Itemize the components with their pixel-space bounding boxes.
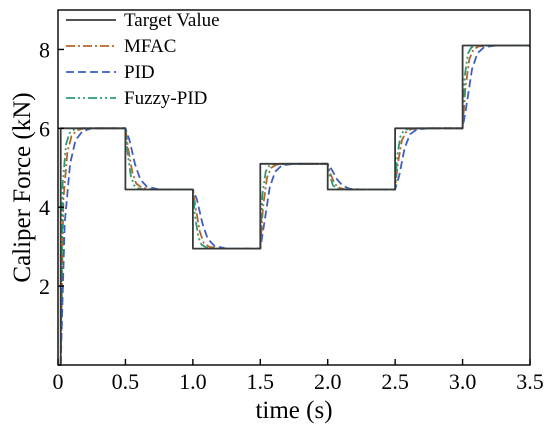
series-line-fuzzy-pid: [59, 44, 530, 366]
x-tick-label: 3.0: [449, 369, 477, 394]
x-tick-label: 2.5: [381, 369, 409, 394]
legend-label: Target Value: [124, 10, 220, 31]
axis-ticks: [57, 48, 531, 365]
series-line-target-value: [58, 44, 530, 366]
legend: Target Value MFAC PID Fuzzy-PID: [66, 10, 220, 109]
legend-label: Fuzzy-PID: [124, 88, 207, 109]
legend-item: MFAC: [66, 36, 176, 57]
x-tick-label: 1.0: [179, 369, 207, 394]
plot-frame: [57, 9, 531, 366]
x-tick-label: 0.5: [112, 369, 140, 394]
y-tick-label: 4: [39, 195, 50, 220]
axis-tick-labels: 0 0.5 1.0 1.5 2.0 2.5 3.0 3.5 2 4 6 8: [39, 37, 544, 394]
x-tick-label: 3.5: [516, 369, 544, 394]
y-tick-label: 6: [39, 116, 50, 141]
y-tick-label: 2: [39, 274, 50, 299]
legend-label: PID: [124, 62, 155, 83]
legend-label: MFAC: [124, 36, 176, 57]
legend-item: Fuzzy-PID: [66, 88, 207, 109]
legend-item: PID: [66, 62, 155, 83]
series-lines: [58, 44, 530, 366]
x-axis-title: time (s): [255, 397, 332, 424]
y-tick-label: 8: [39, 37, 50, 62]
legend-item: Target Value: [66, 10, 220, 31]
x-tick-label: 1.5: [247, 369, 275, 394]
x-tick-label: 0: [53, 369, 64, 394]
y-axis-title: Caliper Force (kN): [9, 92, 36, 282]
x-tick-label: 2.0: [314, 369, 342, 394]
series-line-pid: [59, 44, 530, 366]
